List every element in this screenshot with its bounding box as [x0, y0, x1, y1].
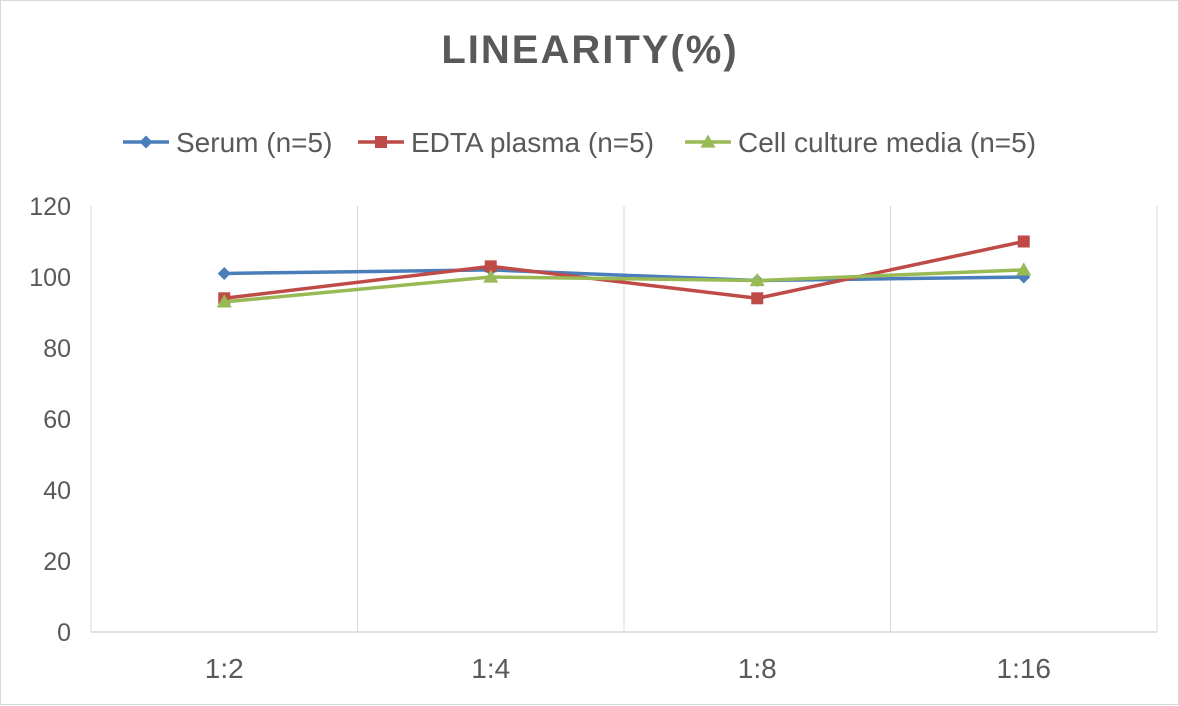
data-point: [483, 269, 499, 283]
series-line: [224, 239, 1025, 301]
y-tick-label: 0: [57, 619, 71, 647]
legend: Serum (n=5) EDTA plasma (n=5) Cell culture…: [123, 127, 1036, 158]
series-triangle: [216, 262, 1032, 308]
data-point: [484, 260, 497, 273]
series-group: [216, 235, 1032, 308]
data-point: [1016, 262, 1032, 276]
x-tick-label: 1:8: [738, 653, 777, 684]
legend-label: EDTA plasma (n=5): [411, 127, 654, 158]
y-axis-ticks: 0 20 40 60 80 100 120: [29, 193, 71, 647]
y-tick-label: 20: [43, 548, 71, 576]
legend-item: EDTA plasma (n=5): [358, 127, 654, 158]
gridlines: [90, 206, 1158, 633]
data-point: [749, 273, 765, 287]
data-point: [216, 294, 232, 308]
y-tick-label: 120: [29, 193, 71, 221]
legend-marker: [375, 136, 387, 148]
legend-item: Cell culture media (n=5): [685, 127, 1036, 158]
chart-title: LINEARITY(%): [441, 28, 738, 72]
series-line: [224, 268, 1024, 283]
x-axis-ticks: 1:2 1:4 1:8 1:16: [205, 653, 1051, 684]
y-tick-label: 40: [43, 477, 71, 505]
data-point: [217, 266, 231, 280]
x-tick-label: 1:2: [205, 653, 244, 684]
series-line: [224, 268, 1024, 304]
legend-label: Cell culture media (n=5): [738, 127, 1036, 158]
data-point: [751, 292, 764, 305]
data-point: [1017, 235, 1030, 248]
y-tick-label: 100: [29, 264, 71, 292]
x-tick-label: 1:4: [471, 653, 510, 684]
legend-marker: [700, 134, 716, 148]
legend-marker: [139, 135, 153, 149]
y-tick-label: 60: [43, 406, 71, 434]
legend-label: Serum (n=5): [176, 127, 332, 158]
x-tick-label: 1:16: [997, 653, 1052, 684]
legend-item: Serum (n=5): [123, 127, 332, 158]
y-tick-label: 80: [43, 335, 71, 363]
